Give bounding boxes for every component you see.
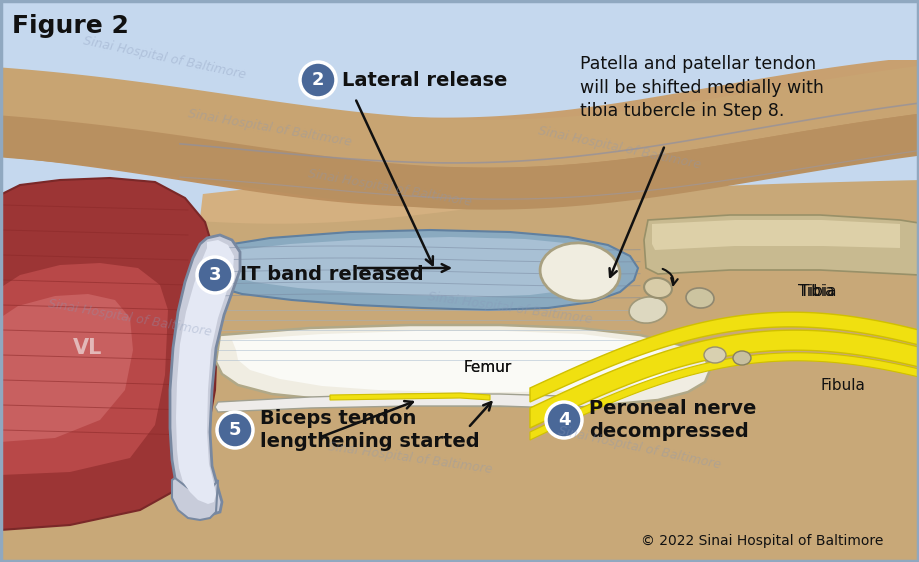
Polygon shape xyxy=(0,57,919,167)
Polygon shape xyxy=(215,394,592,412)
Text: 3: 3 xyxy=(209,266,221,284)
Polygon shape xyxy=(0,294,133,450)
Polygon shape xyxy=(0,66,919,167)
Polygon shape xyxy=(530,330,919,428)
Text: © 2022 Sinai Hospital of Baltimore: © 2022 Sinai Hospital of Baltimore xyxy=(641,534,883,548)
Polygon shape xyxy=(0,114,919,210)
Text: Femur: Femur xyxy=(464,360,512,375)
Polygon shape xyxy=(205,230,638,310)
Polygon shape xyxy=(530,312,919,402)
Text: Sinai Hospital of Baltimore: Sinai Hospital of Baltimore xyxy=(307,167,473,209)
Circle shape xyxy=(300,62,336,98)
Text: VL: VL xyxy=(74,338,103,358)
Text: Figure 2: Figure 2 xyxy=(12,14,129,38)
Text: 5: 5 xyxy=(229,421,242,439)
Polygon shape xyxy=(232,331,675,392)
Circle shape xyxy=(217,412,253,448)
Text: Sinai Hospital of Baltimore: Sinai Hospital of Baltimore xyxy=(47,297,213,339)
Polygon shape xyxy=(0,263,168,490)
Polygon shape xyxy=(0,180,919,562)
Text: 4: 4 xyxy=(558,411,571,429)
Text: Fibula: Fibula xyxy=(820,378,865,392)
Text: Sinai Hospital of Baltimore: Sinai Hospital of Baltimore xyxy=(83,34,247,81)
Polygon shape xyxy=(176,240,234,504)
Ellipse shape xyxy=(704,347,726,363)
Text: Biceps tendon
lengthening started: Biceps tendon lengthening started xyxy=(260,409,480,451)
Text: Patella and patellar tendon
will be shifted medially with
tibia tubercle in Step: Patella and patellar tendon will be shif… xyxy=(580,55,823,120)
Polygon shape xyxy=(172,478,218,520)
Polygon shape xyxy=(216,325,710,406)
Polygon shape xyxy=(0,180,919,562)
Polygon shape xyxy=(170,235,240,515)
Text: Sinai Hospital of Baltimore: Sinai Hospital of Baltimore xyxy=(327,440,494,476)
Text: Femur: Femur xyxy=(464,360,512,375)
Polygon shape xyxy=(0,0,919,60)
Polygon shape xyxy=(652,220,900,250)
Text: 2: 2 xyxy=(312,71,324,89)
Polygon shape xyxy=(216,237,618,297)
Ellipse shape xyxy=(630,297,667,323)
Polygon shape xyxy=(0,97,919,207)
Ellipse shape xyxy=(686,288,714,308)
Text: Sinai Hospital of Baltimore: Sinai Hospital of Baltimore xyxy=(187,107,353,149)
Polygon shape xyxy=(330,393,490,400)
Ellipse shape xyxy=(644,278,672,298)
Polygon shape xyxy=(0,178,218,562)
Text: Lateral release: Lateral release xyxy=(342,70,507,89)
Circle shape xyxy=(546,402,582,438)
Text: Tibia: Tibia xyxy=(798,284,834,300)
Circle shape xyxy=(197,257,233,293)
Text: Tibia: Tibia xyxy=(800,284,836,300)
Text: Peroneal nerve
decompressed: Peroneal nerve decompressed xyxy=(589,399,756,441)
Text: Sinai Hospital of Baltimore: Sinai Hospital of Baltimore xyxy=(538,124,702,171)
Text: Sinai Hospital of Baltimore: Sinai Hospital of Baltimore xyxy=(558,424,722,472)
Polygon shape xyxy=(530,353,919,440)
Ellipse shape xyxy=(733,351,751,365)
Ellipse shape xyxy=(540,243,620,301)
Text: Sinai Hospital of Baltimore: Sinai Hospital of Baltimore xyxy=(427,290,593,326)
Polygon shape xyxy=(644,215,919,275)
Text: IT band released: IT band released xyxy=(240,265,424,284)
